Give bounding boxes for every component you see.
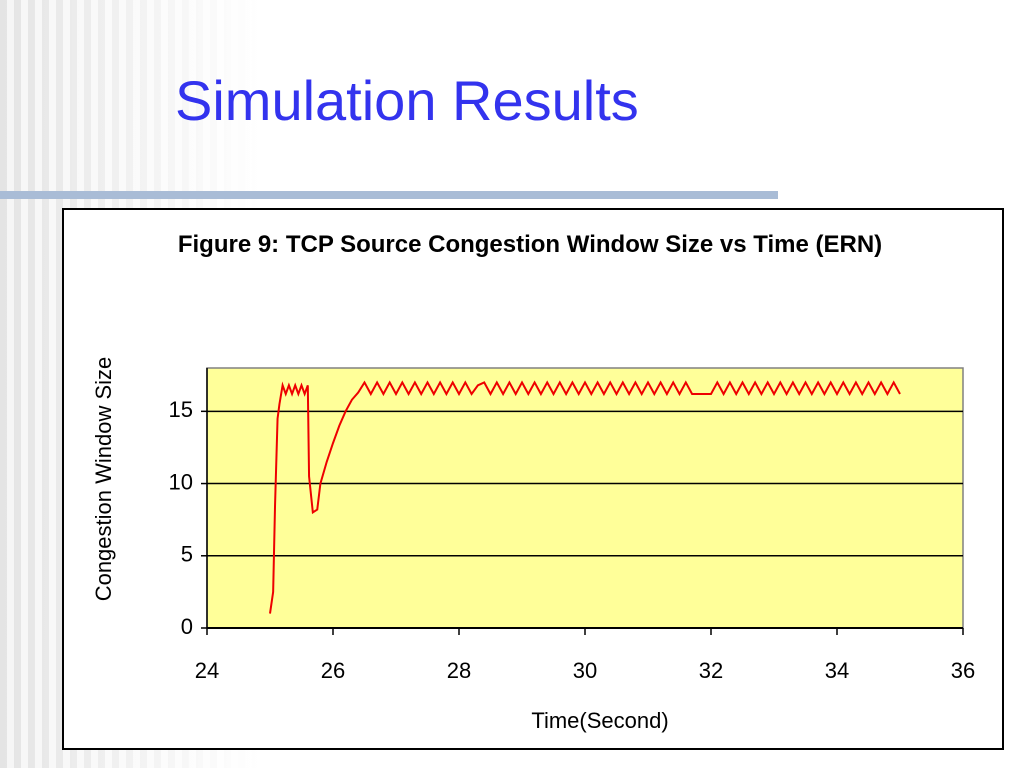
x-tick-label: 34 (825, 658, 849, 683)
x-tick-label: 30 (573, 658, 597, 683)
x-tick-label: 28 (447, 658, 471, 683)
x-tick-label: 26 (321, 658, 345, 683)
slide-title: Simulation Results (175, 69, 639, 132)
y-tick-label: 15 (169, 397, 193, 422)
x-axis-label: Time(Second) (531, 708, 668, 733)
x-tick-label: 36 (951, 658, 975, 683)
y-tick-label: 5 (181, 542, 193, 567)
title-rule (0, 191, 778, 199)
y-tick-label: 0 (181, 614, 193, 639)
data-line (269, 380, 901, 614)
x-tick-label: 24 (195, 658, 219, 683)
y-axis-label: Congestion Window Size (91, 356, 116, 602)
plot-area (206, 367, 964, 629)
x-tick-label: 32 (699, 658, 723, 683)
chart-title: Figure 9: TCP Source Congestion Window S… (177, 231, 883, 258)
y-tick-label: 10 (169, 469, 193, 494)
